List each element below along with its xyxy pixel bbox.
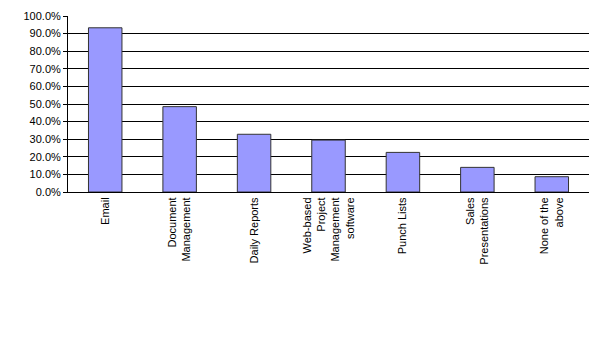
svg-text:None of theabove: None of theabove — [538, 197, 564, 254]
svg-text:70.0%: 70.0% — [30, 63, 61, 75]
svg-text:100.0%: 100.0% — [23, 10, 61, 22]
svg-text:DocumentManagement: DocumentManagement — [166, 197, 192, 261]
svg-text:30.0%: 30.0% — [30, 133, 61, 145]
svg-text:40.0%: 40.0% — [30, 115, 61, 127]
svg-text:60.0%: 60.0% — [30, 80, 61, 92]
svg-text:Email: Email — [99, 197, 111, 225]
svg-text:SalesPresentations: SalesPresentations — [464, 197, 490, 265]
svg-text:Daily Reports: Daily Reports — [248, 197, 260, 264]
svg-text:50.0%: 50.0% — [30, 98, 61, 110]
svg-text:20.0%: 20.0% — [30, 151, 61, 163]
svg-text:10.0%: 10.0% — [30, 168, 61, 180]
svg-text:0.0%: 0.0% — [36, 186, 61, 198]
svg-text:Punch Lists: Punch Lists — [397, 197, 409, 254]
svg-text:90.0%: 90.0% — [30, 27, 61, 39]
svg-text:80.0%: 80.0% — [30, 45, 61, 57]
svg-text:Web-basedProjectManagementsoft: Web-basedProjectManagementsoftware — [301, 197, 356, 261]
